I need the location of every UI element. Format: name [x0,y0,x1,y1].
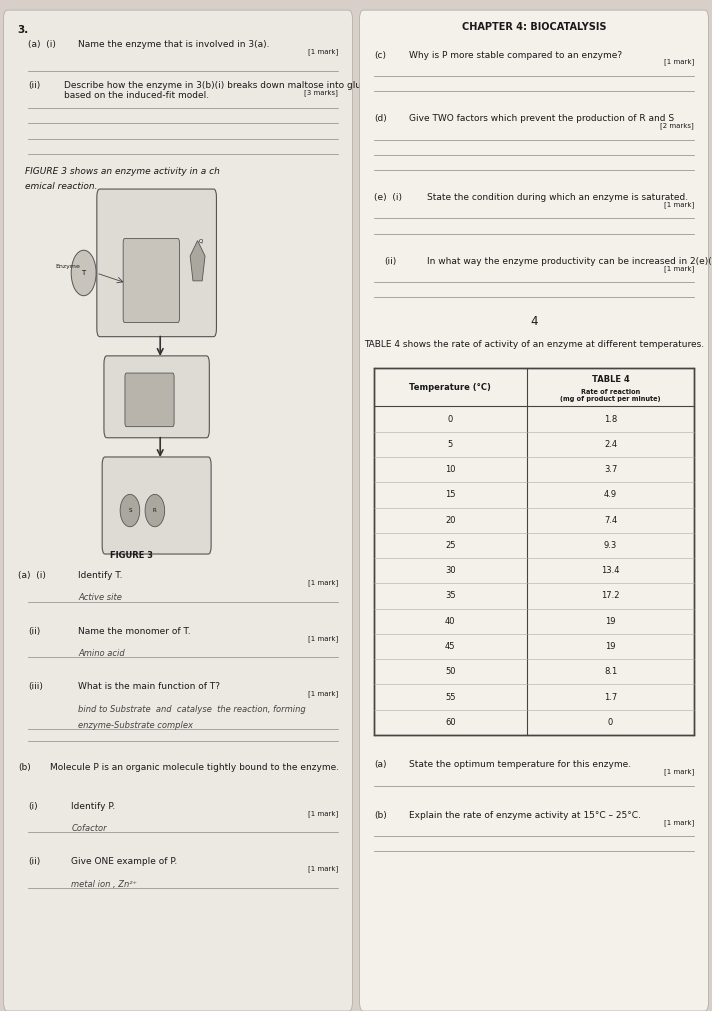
Text: (a)  (i): (a) (i) [18,571,46,580]
Text: [1 mark]: [1 mark] [664,768,694,775]
Text: 15: 15 [445,490,456,499]
Text: [1 mark]: [1 mark] [308,49,338,56]
Text: Temperature (°C): Temperature (°C) [409,383,491,391]
Text: 1.8: 1.8 [604,415,617,424]
Text: Describe how the enzyme in 3(b)(i) breaks down maltose into glucos
based on the : Describe how the enzyme in 3(b)(i) break… [64,81,377,100]
FancyBboxPatch shape [97,189,216,337]
Ellipse shape [71,250,96,295]
Text: 3.7: 3.7 [604,465,617,474]
Text: Name the monomer of T.: Name the monomer of T. [78,627,191,636]
Text: 0: 0 [448,415,453,424]
Text: (a): (a) [374,760,387,769]
Text: TABLE 4 shows the rate of activity of an enzyme at different temperatures.: TABLE 4 shows the rate of activity of an… [364,340,704,349]
Text: Amino acid: Amino acid [78,649,125,658]
Text: 30: 30 [445,566,456,575]
Text: 3.: 3. [18,25,29,35]
Text: 55: 55 [445,693,456,702]
Text: [1 mark]: [1 mark] [308,635,338,642]
Text: 17.2: 17.2 [602,591,619,601]
Text: 19: 19 [605,617,616,626]
Text: Q: Q [199,239,203,243]
Text: 5: 5 [448,440,453,449]
Text: Explain the rate of enzyme activity at 15°C – 25°C.: Explain the rate of enzyme activity at 1… [409,811,642,820]
Text: (b): (b) [18,763,31,772]
Text: (iii): (iii) [28,682,43,692]
Text: [3 marks]: [3 marks] [304,89,338,96]
Text: (ii): (ii) [384,257,397,266]
Text: State the condition during which an enzyme is saturated.: State the condition during which an enzy… [427,193,689,202]
Text: [1 mark]: [1 mark] [308,691,338,698]
Text: emical reaction.: emical reaction. [25,182,98,191]
Text: [1 mark]: [1 mark] [664,265,694,272]
Text: State the optimum temperature for this enzyme.: State the optimum temperature for this e… [409,760,632,769]
Text: 50: 50 [445,667,456,676]
Text: 10: 10 [445,465,456,474]
Text: [1 mark]: [1 mark] [308,865,338,872]
FancyBboxPatch shape [104,356,209,438]
Text: Cofactor: Cofactor [71,824,107,833]
Text: (ii): (ii) [28,627,41,636]
Text: [1 mark]: [1 mark] [664,201,694,208]
Text: 8.1: 8.1 [604,667,617,676]
Text: Molecule P is an organic molecule tightly bound to the enzyme.: Molecule P is an organic molecule tightl… [50,763,339,772]
Ellipse shape [145,494,164,527]
Text: T: T [82,270,85,276]
Text: (d): (d) [374,114,387,123]
Text: In what way the enzyme productivity can be increased in 2(e)(i)?: In what way the enzyme productivity can … [427,257,712,266]
Text: (e)  (i): (e) (i) [374,193,402,202]
Text: enzyme-Substrate complex: enzyme-Substrate complex [78,721,194,730]
FancyBboxPatch shape [123,239,179,323]
Text: [1 mark]: [1 mark] [308,579,338,586]
Ellipse shape [120,494,140,527]
Text: (ii): (ii) [28,857,41,866]
Text: [1 mark]: [1 mark] [664,59,694,66]
Text: TABLE 4: TABLE 4 [592,375,629,384]
Text: (a)  (i): (a) (i) [28,40,56,50]
Text: [2 marks]: [2 marks] [661,122,694,129]
Text: 2.4: 2.4 [604,440,617,449]
Text: (c): (c) [374,51,386,60]
Text: (i): (i) [28,802,38,811]
FancyBboxPatch shape [374,368,694,735]
Text: FIGURE 3: FIGURE 3 [110,551,153,560]
Text: 40: 40 [445,617,456,626]
Text: metal ion , Zn²⁺: metal ion , Zn²⁺ [71,880,137,889]
Text: CHAPTER 4: BIOCATALYSIS: CHAPTER 4: BIOCATALYSIS [462,22,606,32]
Text: 4.9: 4.9 [604,490,617,499]
Text: S: S [128,509,132,513]
Text: Enzyme: Enzyme [56,264,80,269]
Text: Give ONE example of P.: Give ONE example of P. [71,857,177,866]
Text: Why is P more stable compared to an enzyme?: Why is P more stable compared to an enzy… [409,51,622,60]
Text: [1 mark]: [1 mark] [664,819,694,826]
Text: (ii): (ii) [28,81,41,90]
Text: 1.7: 1.7 [604,693,617,702]
Text: [1 mark]: [1 mark] [308,810,338,817]
Text: 0: 0 [608,718,613,727]
Text: Give TWO factors which prevent the production of R and S: Give TWO factors which prevent the produ… [409,114,674,123]
Text: 13.4: 13.4 [602,566,619,575]
Text: 4: 4 [530,315,538,329]
FancyBboxPatch shape [125,373,174,427]
Text: 60: 60 [445,718,456,727]
Text: 20: 20 [445,516,456,525]
FancyBboxPatch shape [360,10,708,1011]
Text: R: R [153,509,157,513]
Text: What is the main function of T?: What is the main function of T? [78,682,220,692]
FancyBboxPatch shape [4,10,352,1011]
Text: 7.4: 7.4 [604,516,617,525]
Text: 19: 19 [605,642,616,651]
Text: 25: 25 [445,541,456,550]
FancyBboxPatch shape [103,457,211,554]
Text: 45: 45 [445,642,456,651]
Text: FIGURE 3 shows an enzyme activity in a ch: FIGURE 3 shows an enzyme activity in a c… [25,167,220,176]
Text: Rate of reaction
(mg of product per minute): Rate of reaction (mg of product per minu… [560,389,661,402]
Text: (b): (b) [374,811,387,820]
Text: Active site: Active site [78,593,122,603]
Text: Identify T.: Identify T. [78,571,123,580]
Text: 35: 35 [445,591,456,601]
Text: bind to Substrate  and  catalyse  the reaction, forming: bind to Substrate and catalyse the react… [78,705,306,714]
Text: Name the enzyme that is involved in 3(a).: Name the enzyme that is involved in 3(a)… [78,40,270,50]
Text: Identify P.: Identify P. [71,802,115,811]
Text: 9.3: 9.3 [604,541,617,550]
